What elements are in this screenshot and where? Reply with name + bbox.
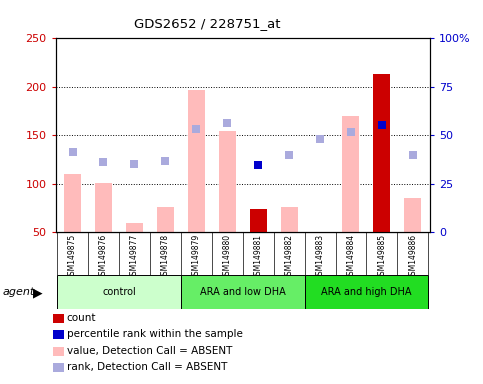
- Bar: [57, 275, 181, 309]
- Text: control: control: [102, 287, 136, 297]
- Bar: [188, 90, 205, 232]
- Text: GSM149882: GSM149882: [284, 233, 294, 280]
- Text: GSM149875: GSM149875: [68, 233, 77, 280]
- Text: percentile rank within the sample: percentile rank within the sample: [67, 329, 242, 339]
- Bar: [373, 74, 390, 232]
- Text: GSM149879: GSM149879: [192, 233, 201, 280]
- Bar: [281, 207, 298, 232]
- Text: GSM149886: GSM149886: [408, 233, 417, 280]
- Text: GSM149877: GSM149877: [130, 233, 139, 280]
- Bar: [404, 199, 421, 232]
- Text: agent: agent: [2, 287, 35, 297]
- Text: GSM149881: GSM149881: [254, 233, 263, 280]
- Bar: [64, 174, 81, 232]
- Bar: [181, 275, 305, 309]
- Bar: [305, 275, 428, 309]
- Text: GSM149884: GSM149884: [346, 233, 355, 280]
- Text: value, Detection Call = ABSENT: value, Detection Call = ABSENT: [67, 346, 232, 356]
- Text: rank, Detection Call = ABSENT: rank, Detection Call = ABSENT: [67, 362, 227, 372]
- Text: GSM149878: GSM149878: [161, 233, 170, 280]
- Bar: [126, 223, 143, 232]
- Bar: [219, 131, 236, 232]
- Text: ▶: ▶: [33, 286, 43, 299]
- Bar: [342, 116, 359, 232]
- Text: GDS2652 / 228751_at: GDS2652 / 228751_at: [134, 17, 281, 30]
- Text: count: count: [67, 313, 96, 323]
- Bar: [95, 183, 112, 232]
- Text: GSM149876: GSM149876: [99, 233, 108, 280]
- Text: GSM149883: GSM149883: [315, 233, 325, 280]
- Text: GSM149880: GSM149880: [223, 233, 232, 280]
- Text: ARA and high DHA: ARA and high DHA: [321, 287, 412, 297]
- Text: GSM149885: GSM149885: [377, 233, 386, 280]
- Bar: [157, 207, 174, 232]
- Bar: [250, 209, 267, 232]
- Text: ARA and low DHA: ARA and low DHA: [200, 287, 285, 297]
